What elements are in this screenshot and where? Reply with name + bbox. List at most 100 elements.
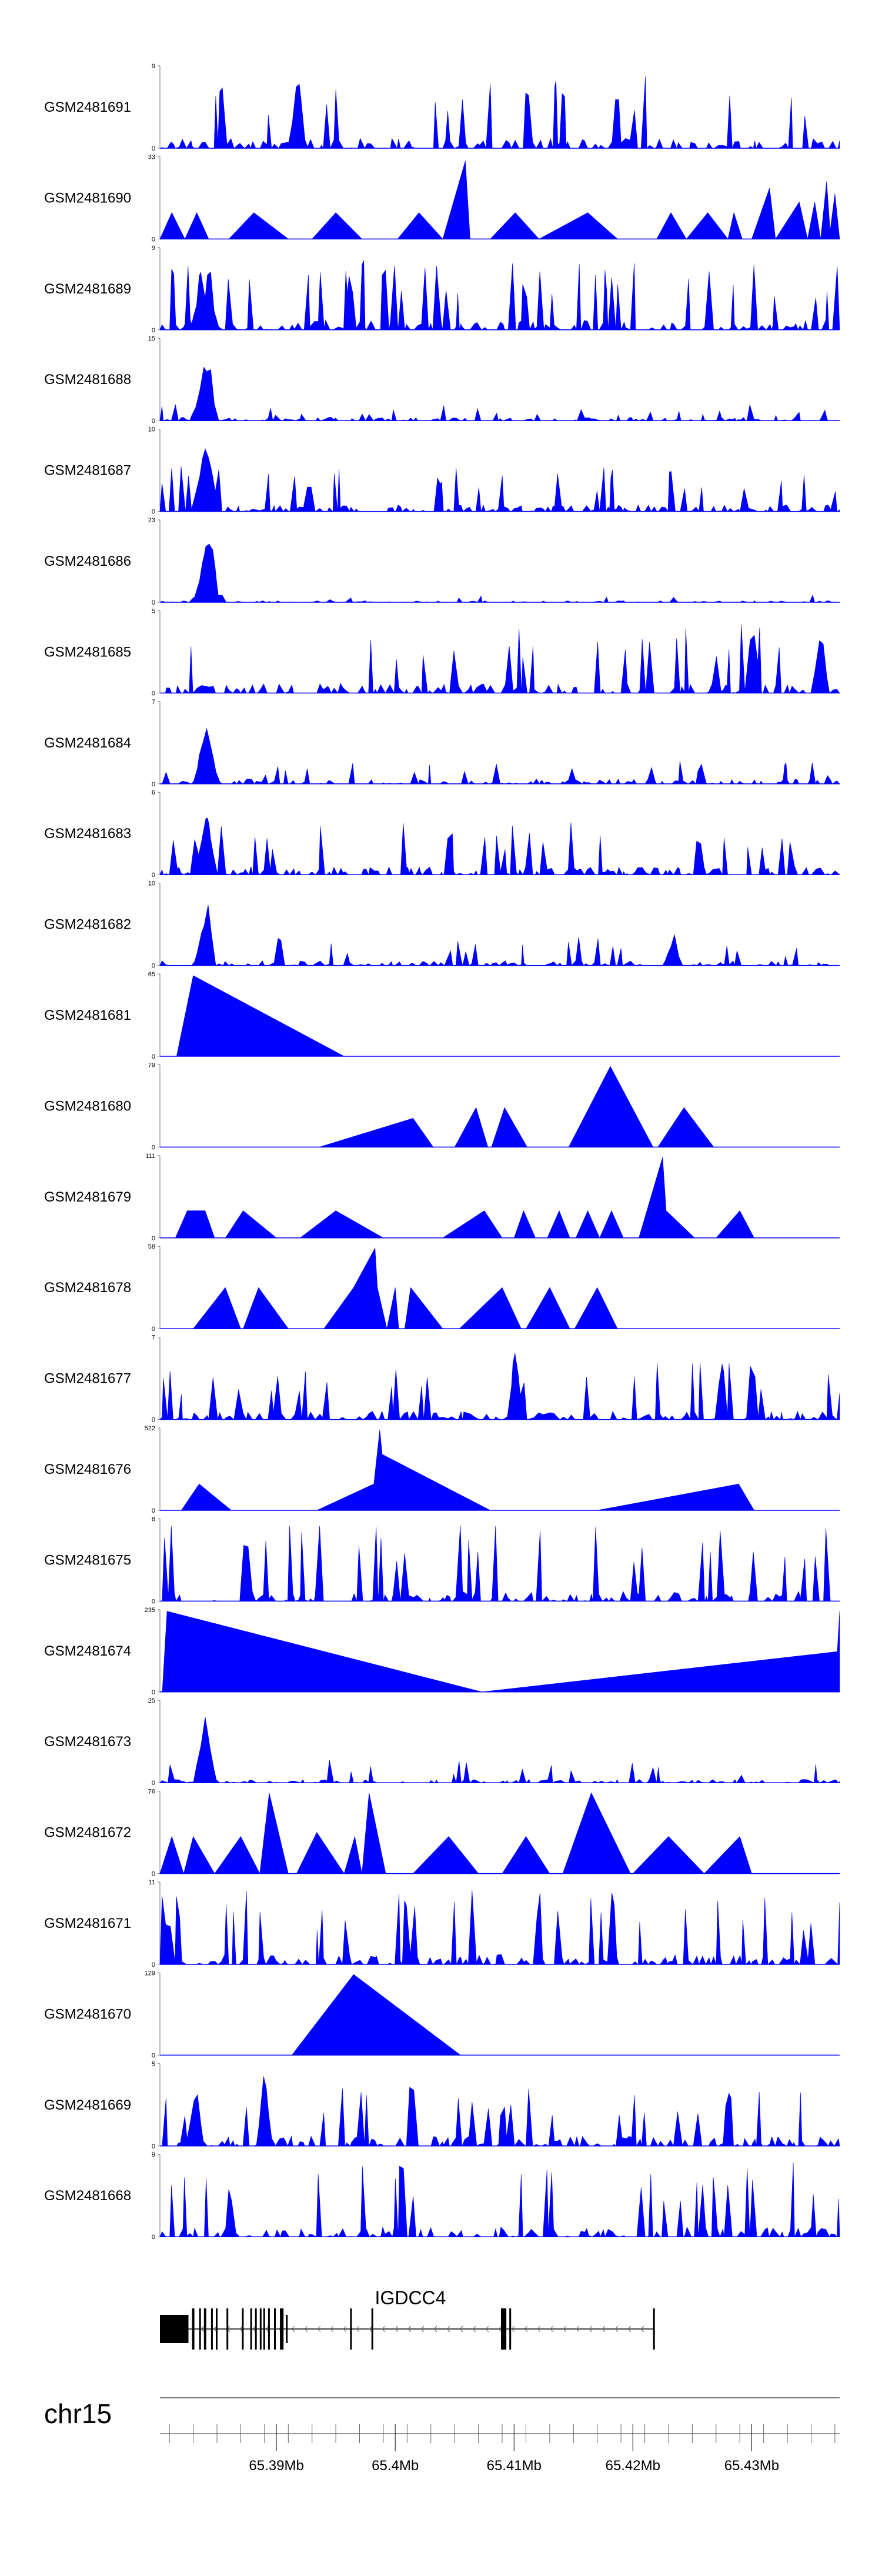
- gene-exon: [350, 2308, 352, 2350]
- strand-arrow: [614, 2325, 619, 2333]
- coverage-area: [159, 543, 840, 603]
- y-zero-label: 0: [152, 1417, 155, 1424]
- track-label: GSM2481670: [44, 2006, 131, 2022]
- coverage-area: [159, 905, 840, 966]
- track-label: GSM2481682: [44, 917, 131, 933]
- strand-arrow: [291, 2325, 295, 2333]
- gene-exon: [274, 2308, 276, 2350]
- y-max-label: 9: [152, 245, 155, 252]
- y-zero-label: 0: [152, 145, 155, 152]
- track-label: GSM2481689: [44, 281, 131, 297]
- track-GSM2481675: GSM2481675 8 0: [44, 1516, 840, 1605]
- gene-exon: [250, 2308, 252, 2350]
- genomic-axis: 65.39Mb 65.4Mb 65.41Mb 65.42Mb 65.43Mb: [160, 2424, 840, 2474]
- coverage-area: [291, 1974, 462, 2056]
- y-zero-label: 0: [152, 2234, 155, 2241]
- coverage-area: [159, 366, 840, 422]
- y-zero-label: 0: [152, 781, 155, 788]
- coverage-area: [176, 975, 345, 1057]
- y-zero-label: 0: [152, 1780, 155, 1787]
- track-label: GSM2481683: [44, 826, 131, 842]
- y-max-label: 9: [152, 63, 155, 70]
- y-zero-label: 0: [152, 1871, 155, 1878]
- gene-exon: [203, 2308, 206, 2350]
- coverage-area: [192, 1247, 618, 1329]
- track-GSM2481673: GSM2481673 25 0: [44, 1697, 840, 1787]
- track-GSM2481671: GSM2481671 11 0: [44, 1879, 840, 1968]
- strand-arrow: [252, 2325, 256, 2333]
- track-GSM2481690: GSM2481690 33 0: [44, 154, 840, 243]
- track-GSM2481679: GSM2481679 111 0: [44, 1153, 840, 1242]
- track-label: GSM2481674: [44, 1643, 131, 1659]
- y-zero-label: 0: [152, 418, 155, 425]
- strand-arrow: [201, 2325, 205, 2333]
- axis-tick-label: 65.43Mb: [724, 2458, 779, 2474]
- y-zero-label: 0: [152, 509, 155, 516]
- track-label: GSM2481672: [44, 1825, 131, 1841]
- y-max-label: 5: [152, 2061, 155, 2068]
- coverage-area: [159, 1353, 840, 1420]
- strand-arrow: [640, 2325, 644, 2333]
- gene-exon: [192, 2308, 195, 2350]
- y-max-label: 11: [149, 1879, 155, 1886]
- y-zero-label: 0: [152, 1689, 155, 1696]
- gene-exon: [226, 2308, 229, 2350]
- strand-arrow: [472, 2325, 476, 2333]
- gene-label: IGDCC4: [375, 2287, 446, 2308]
- y-zero-label: 0: [152, 236, 155, 243]
- strand-arrow: [563, 2325, 567, 2333]
- y-max-label: 79: [148, 1062, 155, 1069]
- coverage-area: [162, 1611, 840, 1693]
- y-max-label: 23: [148, 517, 155, 524]
- y-zero-label: 0: [152, 327, 155, 334]
- y-max-label: 25: [148, 1697, 155, 1704]
- track-GSM2481691: GSM2481691 9 0: [44, 63, 840, 152]
- tracks-group: GSM248169190GSM2481690330GSM248168990GSM…: [44, 63, 840, 2241]
- gene-exon: [509, 2308, 512, 2350]
- y-max-label: 8: [152, 1516, 155, 1523]
- coverage-area: [159, 161, 840, 240]
- coverage-area: [319, 1066, 743, 1147]
- gene-exon: [286, 2315, 288, 2343]
- y-zero-label: 0: [152, 690, 155, 697]
- strand-arrow: [602, 2325, 606, 2333]
- y-zero-label: 0: [152, 963, 155, 970]
- y-zero-label: 0: [152, 1507, 155, 1514]
- track-GSM2481680: GSM2481680 79 0: [44, 1062, 840, 1151]
- coverage-area: [159, 448, 840, 512]
- coverage-area: [159, 260, 840, 331]
- strand-arrow: [265, 2325, 269, 2333]
- track-label: GSM2481687: [44, 463, 131, 479]
- y-max-label: 7: [152, 699, 155, 706]
- y-max-label: 76: [148, 1788, 155, 1796]
- y-max-label: 15: [148, 335, 155, 342]
- track-label: GSM2481677: [44, 1371, 131, 1387]
- strand-arrow: [304, 2325, 308, 2333]
- gene-exon: [268, 2308, 270, 2350]
- strand-arrow: [485, 2325, 489, 2333]
- strand-arrow: [433, 2325, 437, 2333]
- track-label: GSM2481676: [44, 1461, 131, 1477]
- strand-arrow: [369, 2325, 373, 2333]
- strand-arrow: [330, 2325, 334, 2333]
- track-label: GSM2481679: [44, 1189, 131, 1205]
- track-GSM2481688: GSM2481688 15 0: [44, 335, 840, 425]
- track-GSM2481685: GSM2481685 5 0: [44, 608, 840, 697]
- strand-arrow: [407, 2325, 412, 2333]
- track-GSM2481670: GSM2481670 129 0: [44, 1970, 840, 2059]
- gene-exon: [371, 2308, 373, 2350]
- gene-exon: [216, 2308, 218, 2350]
- track-label: GSM2481691: [44, 99, 131, 115]
- y-max-label: 9: [152, 2151, 155, 2158]
- coverage-area: [159, 1792, 752, 1874]
- strand-arrow: [446, 2325, 450, 2333]
- y-zero-label: 0: [152, 2143, 155, 2150]
- strand-arrow: [589, 2325, 593, 2333]
- y-max-label: 10: [148, 880, 155, 887]
- y-max-label: 129: [145, 1970, 155, 1977]
- coverage-area: [160, 728, 840, 785]
- gene-exon: [242, 2308, 244, 2350]
- y-max-label: 33: [148, 154, 155, 161]
- coverage-area: [159, 1890, 840, 1966]
